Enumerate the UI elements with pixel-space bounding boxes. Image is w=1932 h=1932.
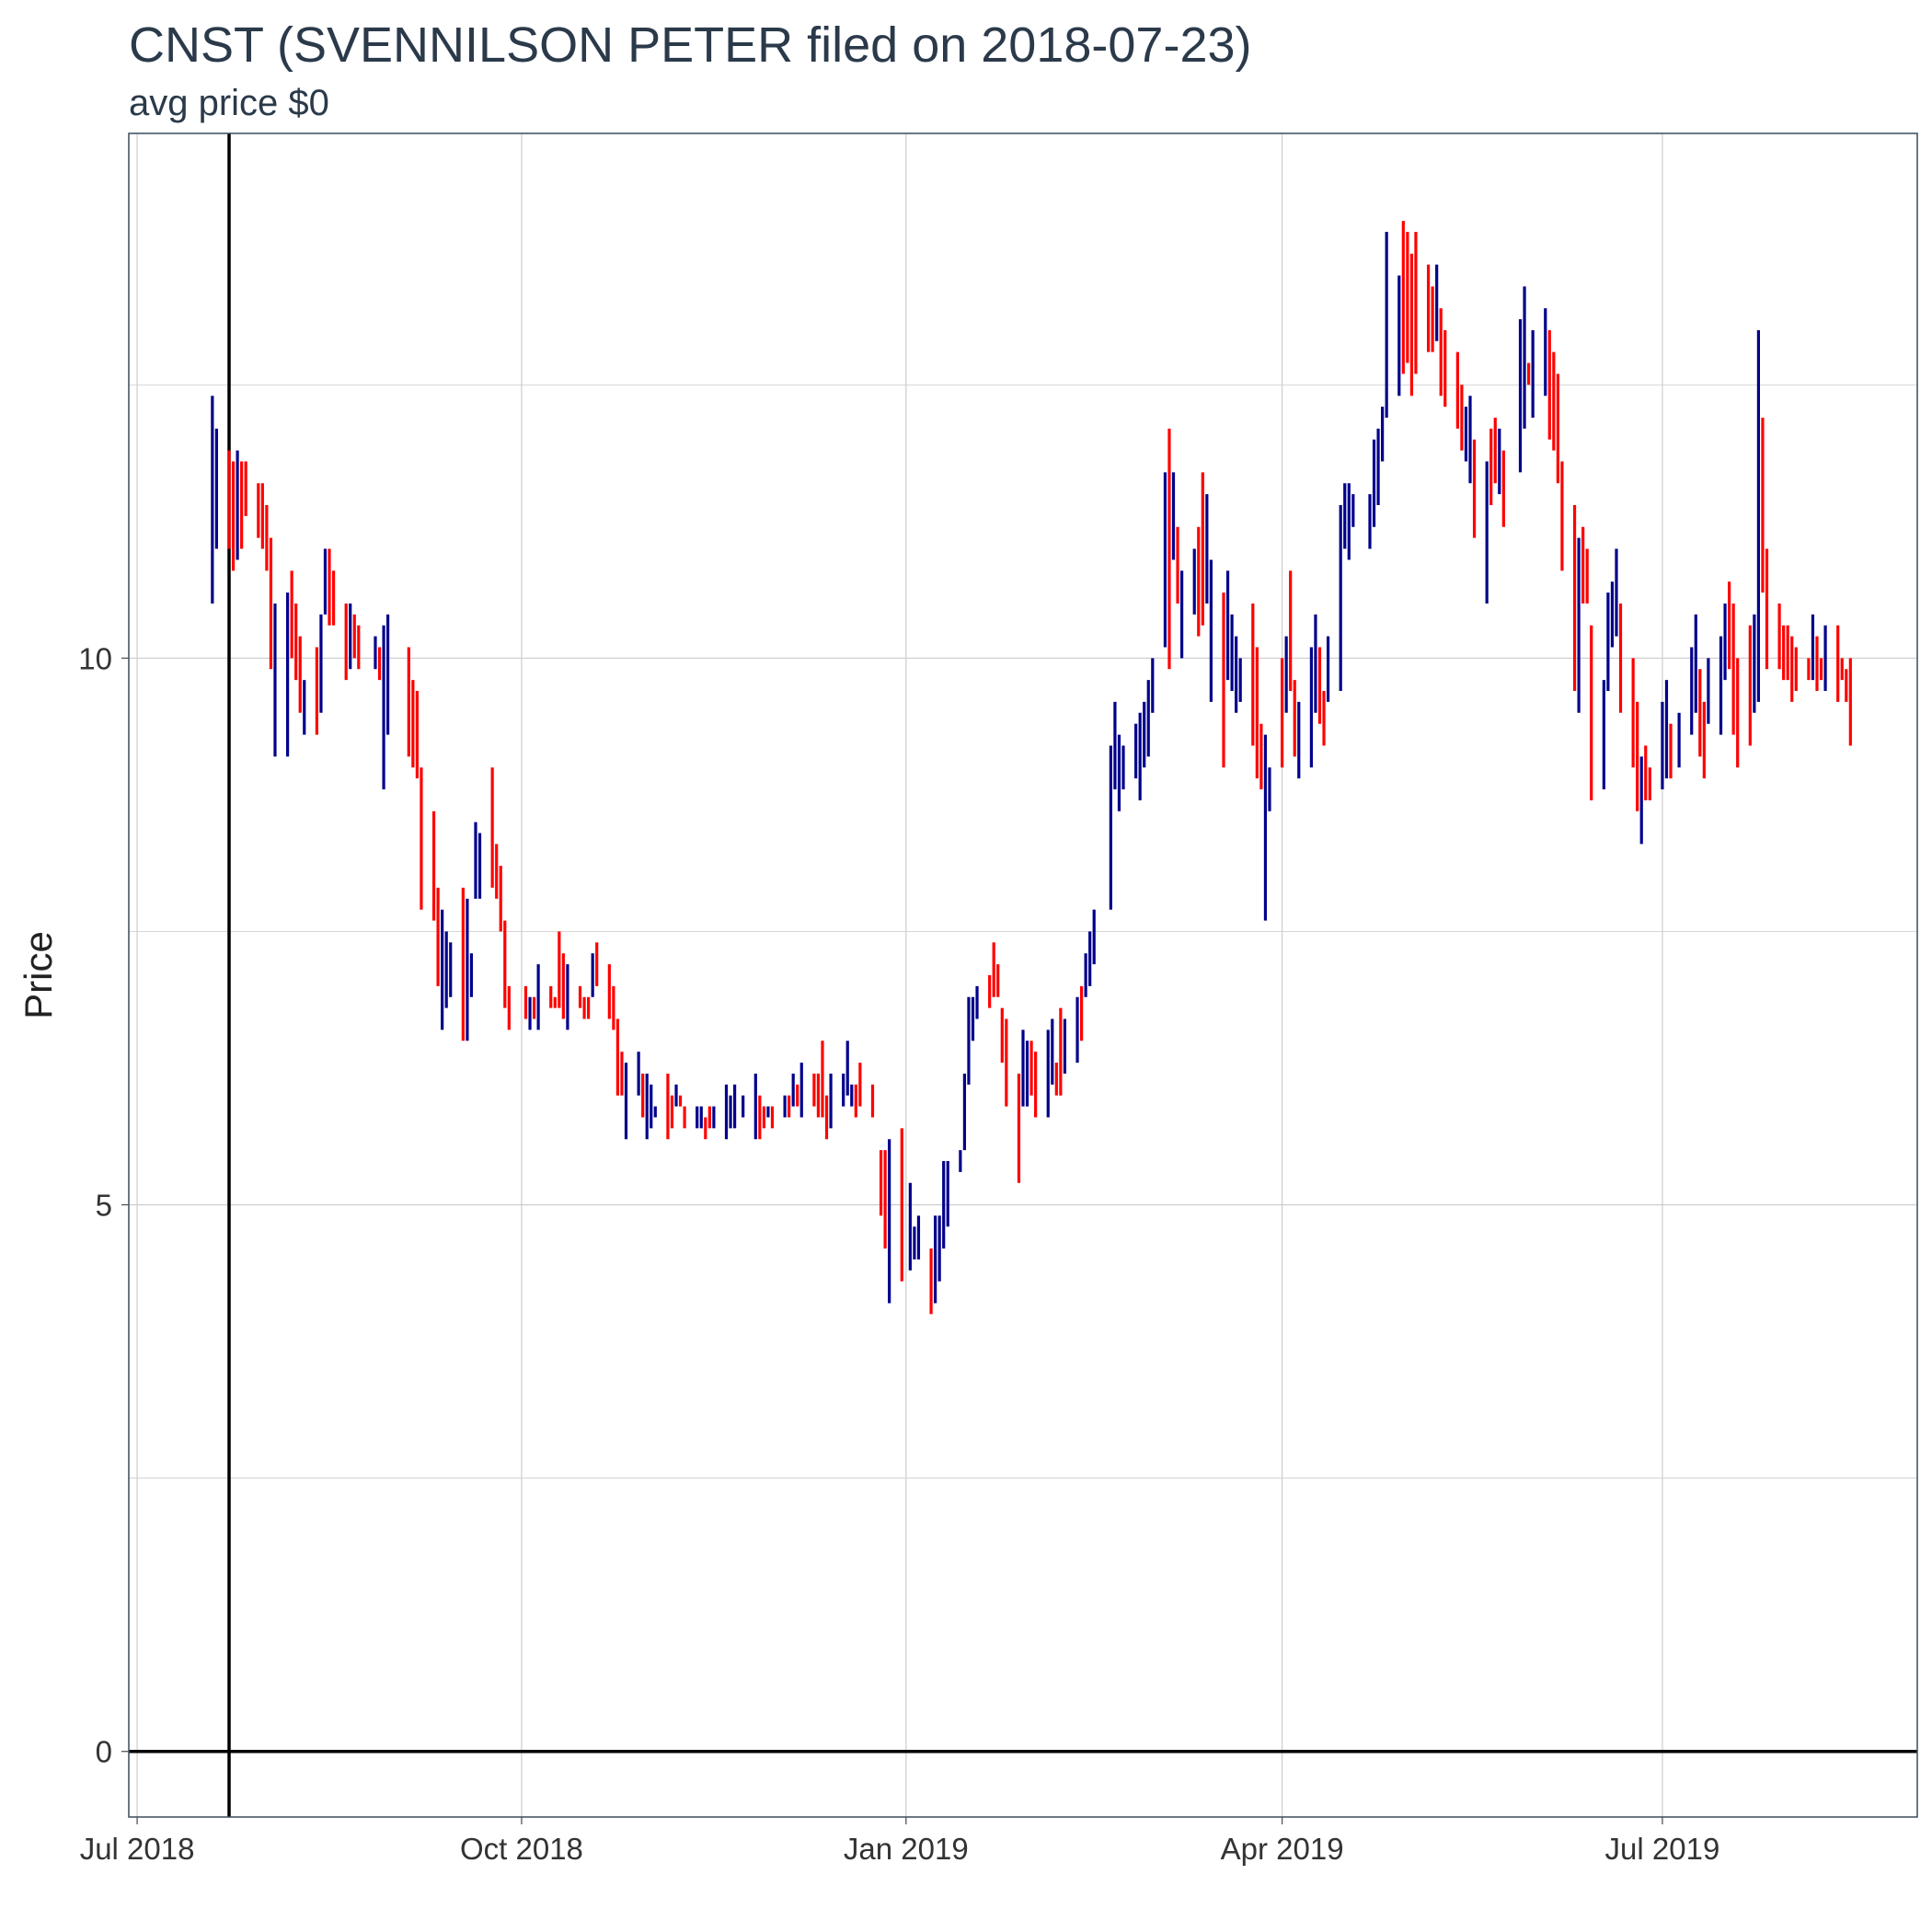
plot-panel: [129, 133, 1917, 1817]
x-tick-label: Jul 2018: [80, 1832, 195, 1866]
grid-lines: [129, 133, 1917, 1817]
y-tick-label: 0: [96, 1735, 112, 1769]
chart-subtitle: avg price $0: [129, 83, 329, 123]
chart-title: CNST (SVENNILSON PETER filed on 2018-07-…: [129, 17, 1252, 73]
reference-lines: [129, 133, 1917, 1817]
ohlc-bars: [211, 221, 1852, 1315]
y-tick-label: 5: [96, 1189, 112, 1223]
y-axis-title: Price: [17, 931, 60, 1019]
plot-border: [128, 132, 1918, 1818]
x-tick-label: Apr 2019: [1221, 1832, 1344, 1866]
x-tick-label: Jul 2019: [1605, 1832, 1720, 1866]
x-tick-label: Jan 2019: [844, 1832, 969, 1866]
x-tick-label: Oct 2018: [460, 1832, 583, 1866]
y-axis: 0 5 10: [78, 641, 129, 1769]
x-axis: Jul 2018 Oct 2018 Jan 2019 Apr 2019 Jul 2019: [80, 1817, 1720, 1866]
y-tick-label: 10: [78, 641, 112, 675]
